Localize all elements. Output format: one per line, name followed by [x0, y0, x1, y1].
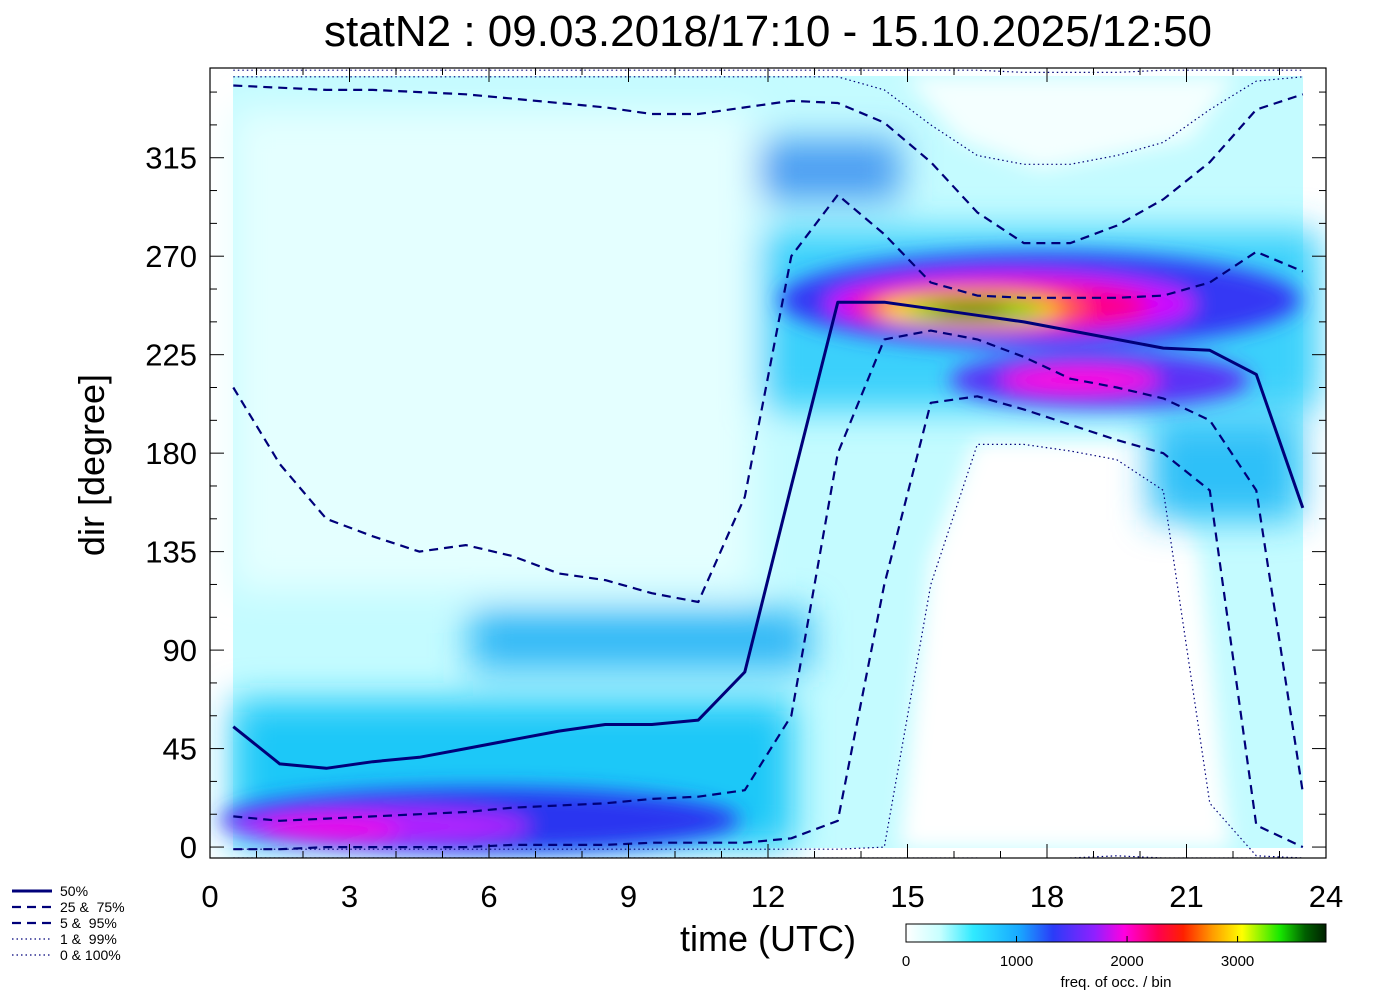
colorbar-tick-label: 2000 — [1110, 953, 1143, 970]
x-tick-label: 24 — [1309, 879, 1343, 914]
percentile-line-2 — [232, 193, 1304, 604]
percentile-lines — [232, 69, 1305, 858]
y-tick-label: 270 — [145, 239, 197, 274]
x-axis: 0 3 6 9 12 15 18 21 24 — [201, 68, 1343, 914]
colorbar-tick-label: 1000 — [1000, 953, 1033, 970]
colorbar-tick-label: 0 — [902, 953, 910, 970]
x-tick-label: 6 — [480, 879, 497, 914]
y-tick-label: 315 — [145, 141, 197, 176]
x-tick-label: 18 — [1030, 879, 1064, 914]
y-axis: 0 45 90 135 180 225 270 315 — [145, 91, 1326, 865]
percentile-line-0 — [232, 300, 1305, 770]
colorbar-gradient — [905, 923, 1327, 943]
heatmap-blob-north-magenta — [260, 818, 400, 842]
heatmap-mid-bands — [220, 252, 1300, 852]
y-tick-label: 0 — [180, 830, 197, 865]
percentile-line-7 — [233, 855, 1303, 858]
heatmap-band-northwest — [760, 140, 900, 200]
x-tick-label: 3 — [341, 879, 358, 914]
legend-label: 5 & 95% — [60, 915, 117, 931]
y-tick-label: 135 — [145, 535, 197, 570]
x-tick-label: 9 — [620, 879, 637, 914]
y-tick-label: 225 — [145, 338, 197, 373]
y-axis-label: dir [degree] — [71, 374, 112, 556]
y-tick-label: 180 — [145, 436, 197, 471]
colorbar: 0 1000 2000 3000 freq. of occ. / bin — [902, 923, 1327, 991]
colorbar-ticks: 0 1000 2000 3000 — [902, 936, 1254, 970]
heatmap-pale-band — [233, 110, 753, 590]
percentile-line-8 — [233, 69, 1303, 74]
colorbar-label: freq. of occ. / bin — [1061, 974, 1172, 991]
heatmap-empty-region-afternoon — [900, 440, 1230, 848]
y-tick-label: 90 — [163, 633, 197, 668]
percentile-line-3 — [233, 395, 1304, 851]
chart-title: statN2 : 09.03.2018/17:10 - 15.10.2025/1… — [324, 7, 1212, 56]
x-tick-label: 15 — [890, 879, 924, 914]
heatmap-field — [220, 76, 1320, 852]
percentile-line-5 — [233, 443, 1303, 858]
percentile-line-4 — [233, 84, 1304, 245]
percentile-line-1 — [233, 329, 1304, 822]
heatmap-empty-region-top — [905, 76, 1235, 170]
legend-label: 1 & 99% — [60, 931, 117, 947]
x-axis-label: time (UTC) — [680, 918, 856, 959]
colorbar-tick-label: 3000 — [1221, 953, 1254, 970]
y-tick-label: 45 — [163, 732, 197, 767]
legend-label: 25 & 75% — [60, 899, 125, 915]
x-tick-label: 0 — [201, 879, 218, 914]
legend-label: 0 & 100% — [60, 947, 121, 963]
heatmap-blob-southwest-peak — [1000, 366, 1160, 394]
heatmap-blob-west-peak — [930, 304, 1010, 316]
x-tick-label: 21 — [1169, 879, 1203, 914]
legend: 50%25 & 75%5 & 95%1 & 99%0 & 100% — [12, 883, 125, 963]
x-tick-label: 12 — [751, 879, 785, 914]
heatmap-band-evening — [1150, 420, 1300, 520]
legend-label: 50% — [60, 883, 88, 899]
